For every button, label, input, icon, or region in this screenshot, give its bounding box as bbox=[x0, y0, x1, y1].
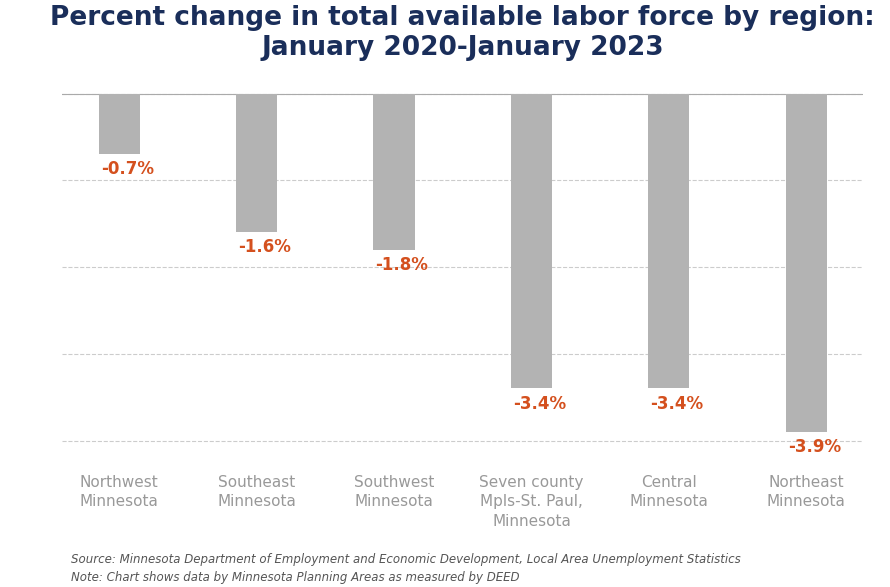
Text: -3.4%: -3.4% bbox=[651, 394, 703, 413]
Bar bbox=[374, 94, 415, 249]
Text: -1.8%: -1.8% bbox=[376, 256, 428, 274]
Text: Source: Minnesota Department of Employment and Economic Development, Local Area : Source: Minnesota Department of Employme… bbox=[71, 553, 741, 584]
Text: -3.4%: -3.4% bbox=[513, 394, 566, 413]
Bar bbox=[648, 94, 690, 389]
Title: Percent change in total available labor force by region:
January 2020-January 20: Percent change in total available labor … bbox=[51, 5, 875, 62]
Bar bbox=[786, 94, 827, 432]
Bar bbox=[236, 94, 278, 232]
Text: -0.7%: -0.7% bbox=[101, 160, 154, 178]
Bar bbox=[511, 94, 552, 389]
Text: -3.9%: -3.9% bbox=[788, 438, 841, 456]
Text: -1.6%: -1.6% bbox=[239, 238, 291, 257]
Bar bbox=[99, 94, 140, 154]
